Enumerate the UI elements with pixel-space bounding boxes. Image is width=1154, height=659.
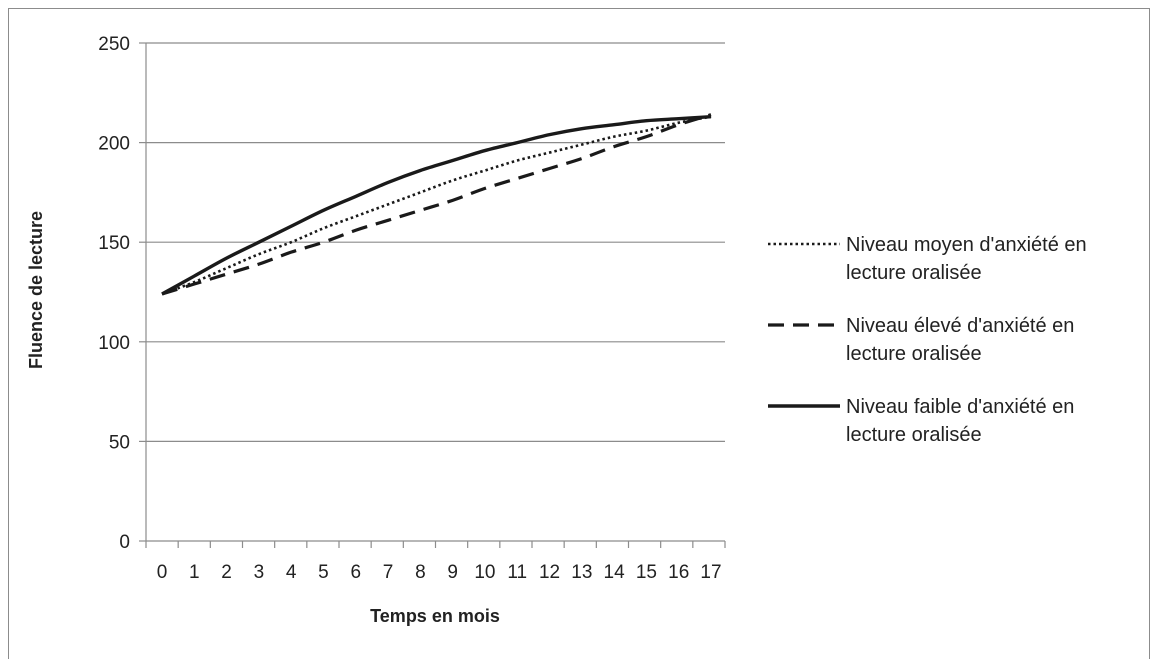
y-tick-label: 100 — [98, 333, 130, 354]
y-tick-label: 200 — [98, 134, 130, 155]
chart-frame — [8, 8, 1150, 659]
x-tick-label: 7 — [383, 562, 394, 583]
x-tick-label: 4 — [286, 562, 297, 583]
series-line-solid — [161, 115, 712, 296]
y-tick-label: 250 — [98, 34, 130, 55]
series-line-dashed — [161, 113, 712, 296]
x-tick-label: 12 — [539, 562, 560, 583]
x-tick-label: 3 — [254, 562, 265, 583]
x-tick-label: 1 — [189, 562, 200, 583]
x-tick-label: 8 — [415, 562, 426, 583]
series-lines — [161, 113, 712, 296]
x-tick-label: 5 — [318, 562, 329, 583]
legend-label-solid: Niveau faible d'anxiété en lecture oralis… — [846, 396, 1074, 446]
legend: Niveau moyen d'anxiété en lecture oralisé… — [768, 234, 1087, 446]
legend-label-dashed: Niveau élevé d'anxiété en lecture oralisé… — [846, 315, 1074, 365]
x-tick-label: 6 — [350, 562, 361, 583]
x-tick-label: 14 — [604, 562, 626, 583]
x-tick-label: 13 — [571, 562, 592, 583]
x-axis-title: Temps en mois — [370, 606, 500, 626]
gridlines — [146, 42, 725, 442]
x-tick-label: 11 — [507, 562, 527, 583]
x-tick-label: 16 — [668, 562, 689, 583]
y-axis-title: Fluence de lecture — [26, 211, 46, 369]
x-tick-label: 17 — [700, 562, 721, 583]
y-tick-label: 150 — [98, 233, 130, 254]
legend-label-dotted: Niveau moyen d'anxiété en lecture oralisé… — [846, 234, 1087, 284]
x-tick-label: 15 — [636, 562, 657, 583]
y-tick-label: 0 — [119, 532, 130, 553]
y-tick-label: 50 — [109, 432, 130, 453]
x-tick-label: 9 — [447, 562, 458, 583]
x-tick-label: 0 — [157, 562, 168, 583]
x-tick-label: 10 — [474, 562, 495, 583]
x-tick-label: 2 — [221, 562, 232, 583]
